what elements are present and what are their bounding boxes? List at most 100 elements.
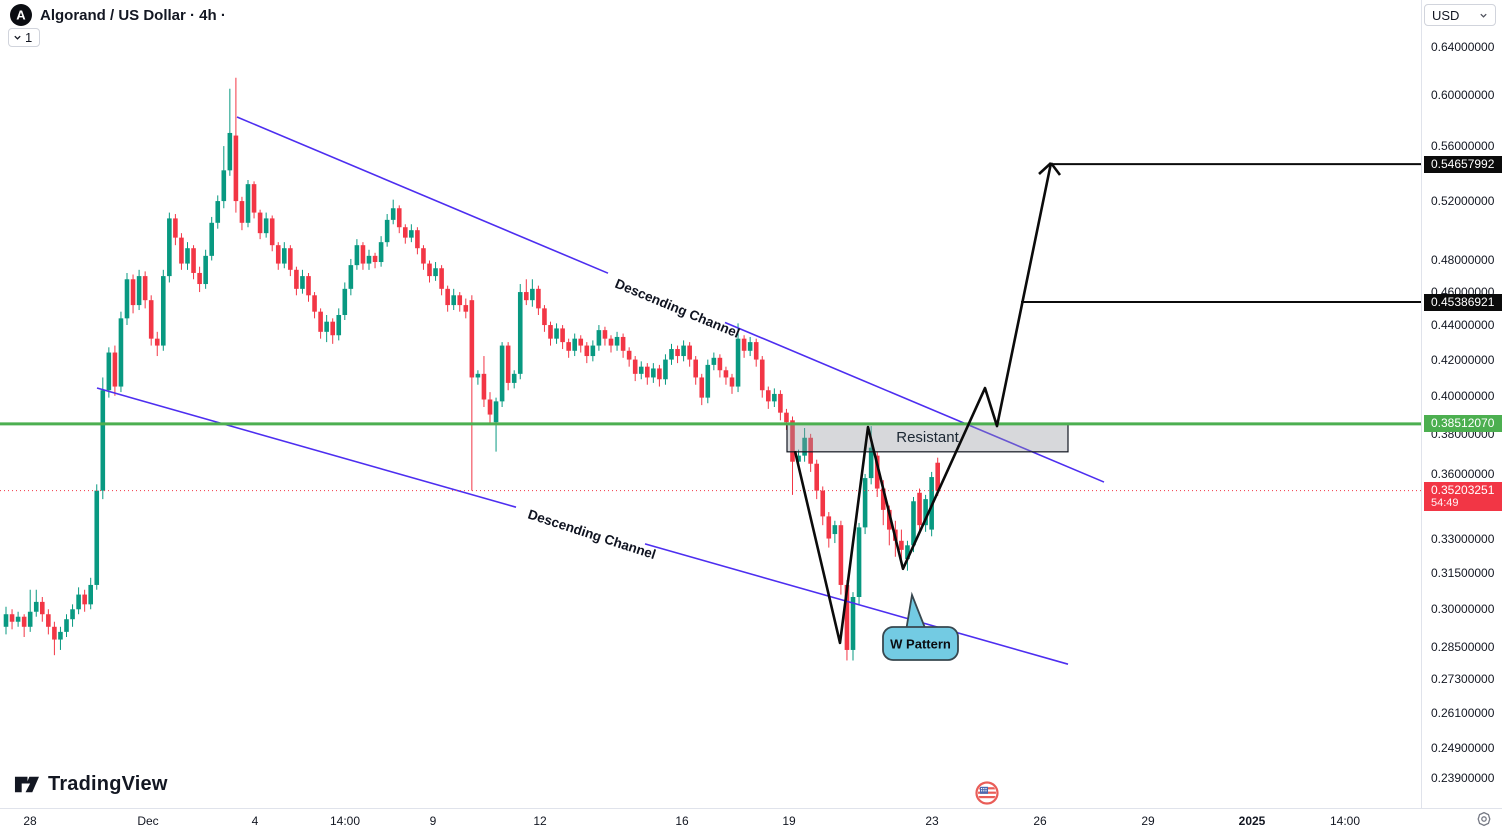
target-price-label-2[interactable]: 0.45386921 (1424, 293, 1502, 311)
candle-body (499, 345, 505, 402)
candle-body (511, 373, 517, 383)
candle-body (390, 208, 396, 220)
candle-body (257, 212, 263, 234)
y-axis-tick: 0.48000000 (1431, 253, 1495, 268)
drawings-toggle-button[interactable]: 1 (8, 28, 41, 47)
candle-body (136, 276, 142, 306)
symbol-title[interactable]: Algorand / US Dollar · 4h · (40, 6, 226, 24)
candle-body (185, 248, 190, 264)
candle-body (46, 614, 51, 627)
candle-body (784, 412, 789, 423)
price-axis[interactable]: 0.64000000 0.60000000 0.56000000 0.52000000… (1421, 0, 1502, 808)
candle-body (905, 545, 910, 560)
x-axis-tick: 14:00 (329, 814, 361, 828)
chevron-down-icon (1480, 13, 1487, 18)
chevron-down-icon (14, 35, 21, 40)
candle-body (167, 218, 172, 277)
tradingview-logo[interactable]: TradingView (13, 772, 168, 797)
x-axis-tick: 14:00 (1329, 814, 1361, 828)
descending-channel-line[interactable] (236, 116, 609, 274)
symbol-header: A Algorand / US Dollar · 4h · (10, 4, 226, 26)
resistance-zone[interactable] (786, 423, 1069, 453)
support-price-label[interactable]: 0.38512070 (1424, 415, 1502, 433)
candle-body (112, 352, 118, 387)
candle-body (275, 245, 281, 264)
candle-body (693, 359, 698, 378)
algorand-logo-icon: A (10, 4, 32, 26)
candle-body (638, 366, 644, 374)
candle-body (923, 499, 928, 526)
candle-body (669, 349, 674, 360)
candle-body (887, 509, 892, 530)
candle-body (342, 288, 348, 315)
candle-body (566, 342, 571, 351)
descending-channel-label[interactable]: Descending Channel (526, 507, 658, 563)
candle-body (457, 295, 463, 306)
candle-body (378, 242, 384, 263)
candle-body (772, 393, 777, 402)
y-axis-tick: 0.26100000 (1431, 705, 1495, 720)
candle-body (106, 352, 112, 391)
currency-selector[interactable]: USD (1424, 4, 1496, 26)
candle-body (542, 308, 547, 326)
us-flag-event-icon[interactable] (975, 781, 999, 810)
target-price-label-1[interactable]: 0.54657992 (1424, 155, 1502, 173)
descending-channel-line[interactable] (644, 543, 1069, 665)
candle-body (524, 292, 529, 301)
candle-body (620, 336, 626, 351)
candle-body (348, 265, 354, 289)
descending-channel-line[interactable] (96, 387, 517, 508)
svg-text:A: A (16, 8, 26, 23)
candle-body (596, 330, 602, 346)
current-price-value: 0.35203251 (1431, 483, 1495, 498)
candle-body (324, 321, 329, 332)
candle-body (263, 218, 269, 234)
y-axis-tick: 0.42000000 (1431, 352, 1495, 367)
w-pattern-callout[interactable] (882, 626, 959, 661)
candle-body (880, 488, 886, 510)
candle-body (372, 255, 378, 263)
candle-body (15, 616, 21, 622)
x-axis-tick: 9 (429, 814, 437, 828)
descending-channel-label[interactable]: Descending Channel (613, 276, 742, 341)
time-axis[interactable]: 28 Dec 4 14:00 9 12 16 19 23 26 29 2025 14:00 (0, 808, 1502, 832)
axis-settings-gear-icon[interactable] (1476, 811, 1492, 832)
candle-body (808, 437, 813, 464)
w-pattern-trend-line[interactable] (793, 162, 1053, 645)
candles-layer (3, 77, 940, 661)
candle-body (288, 248, 293, 270)
candle-body (203, 255, 208, 285)
candle-body (58, 631, 63, 640)
candle-body (142, 276, 148, 301)
candle-body (572, 338, 577, 351)
candle-body (790, 420, 795, 462)
candle-body (191, 248, 196, 273)
candle-body (433, 268, 438, 277)
candle-body (814, 463, 819, 491)
candle-body (911, 501, 916, 546)
candle-body (384, 219, 390, 243)
candle-body (614, 336, 620, 346)
candle-body (306, 276, 311, 296)
candle-body (747, 342, 753, 351)
candle-body (632, 359, 638, 374)
candle-body (517, 292, 523, 374)
candle-body (687, 345, 692, 360)
bar-countdown: 54:49 (1431, 497, 1459, 510)
candle-body (753, 342, 759, 360)
candle-body (820, 490, 826, 517)
drawings-count: 1 (25, 30, 33, 45)
candle-body (148, 300, 154, 339)
y-axis-tick: 0.33000000 (1431, 531, 1495, 546)
candle-body (27, 611, 33, 627)
candle-body (578, 338, 584, 346)
candle-body (239, 201, 245, 223)
candle-body (336, 314, 342, 336)
current-price-label[interactable]: 0.35203251 54:49 (1424, 482, 1502, 512)
x-axis-tick: 26 (1033, 814, 1047, 828)
candle-body (100, 390, 106, 491)
descending-channel-line[interactable] (724, 321, 1105, 483)
candle-body (796, 455, 801, 462)
candle-body (52, 626, 57, 640)
